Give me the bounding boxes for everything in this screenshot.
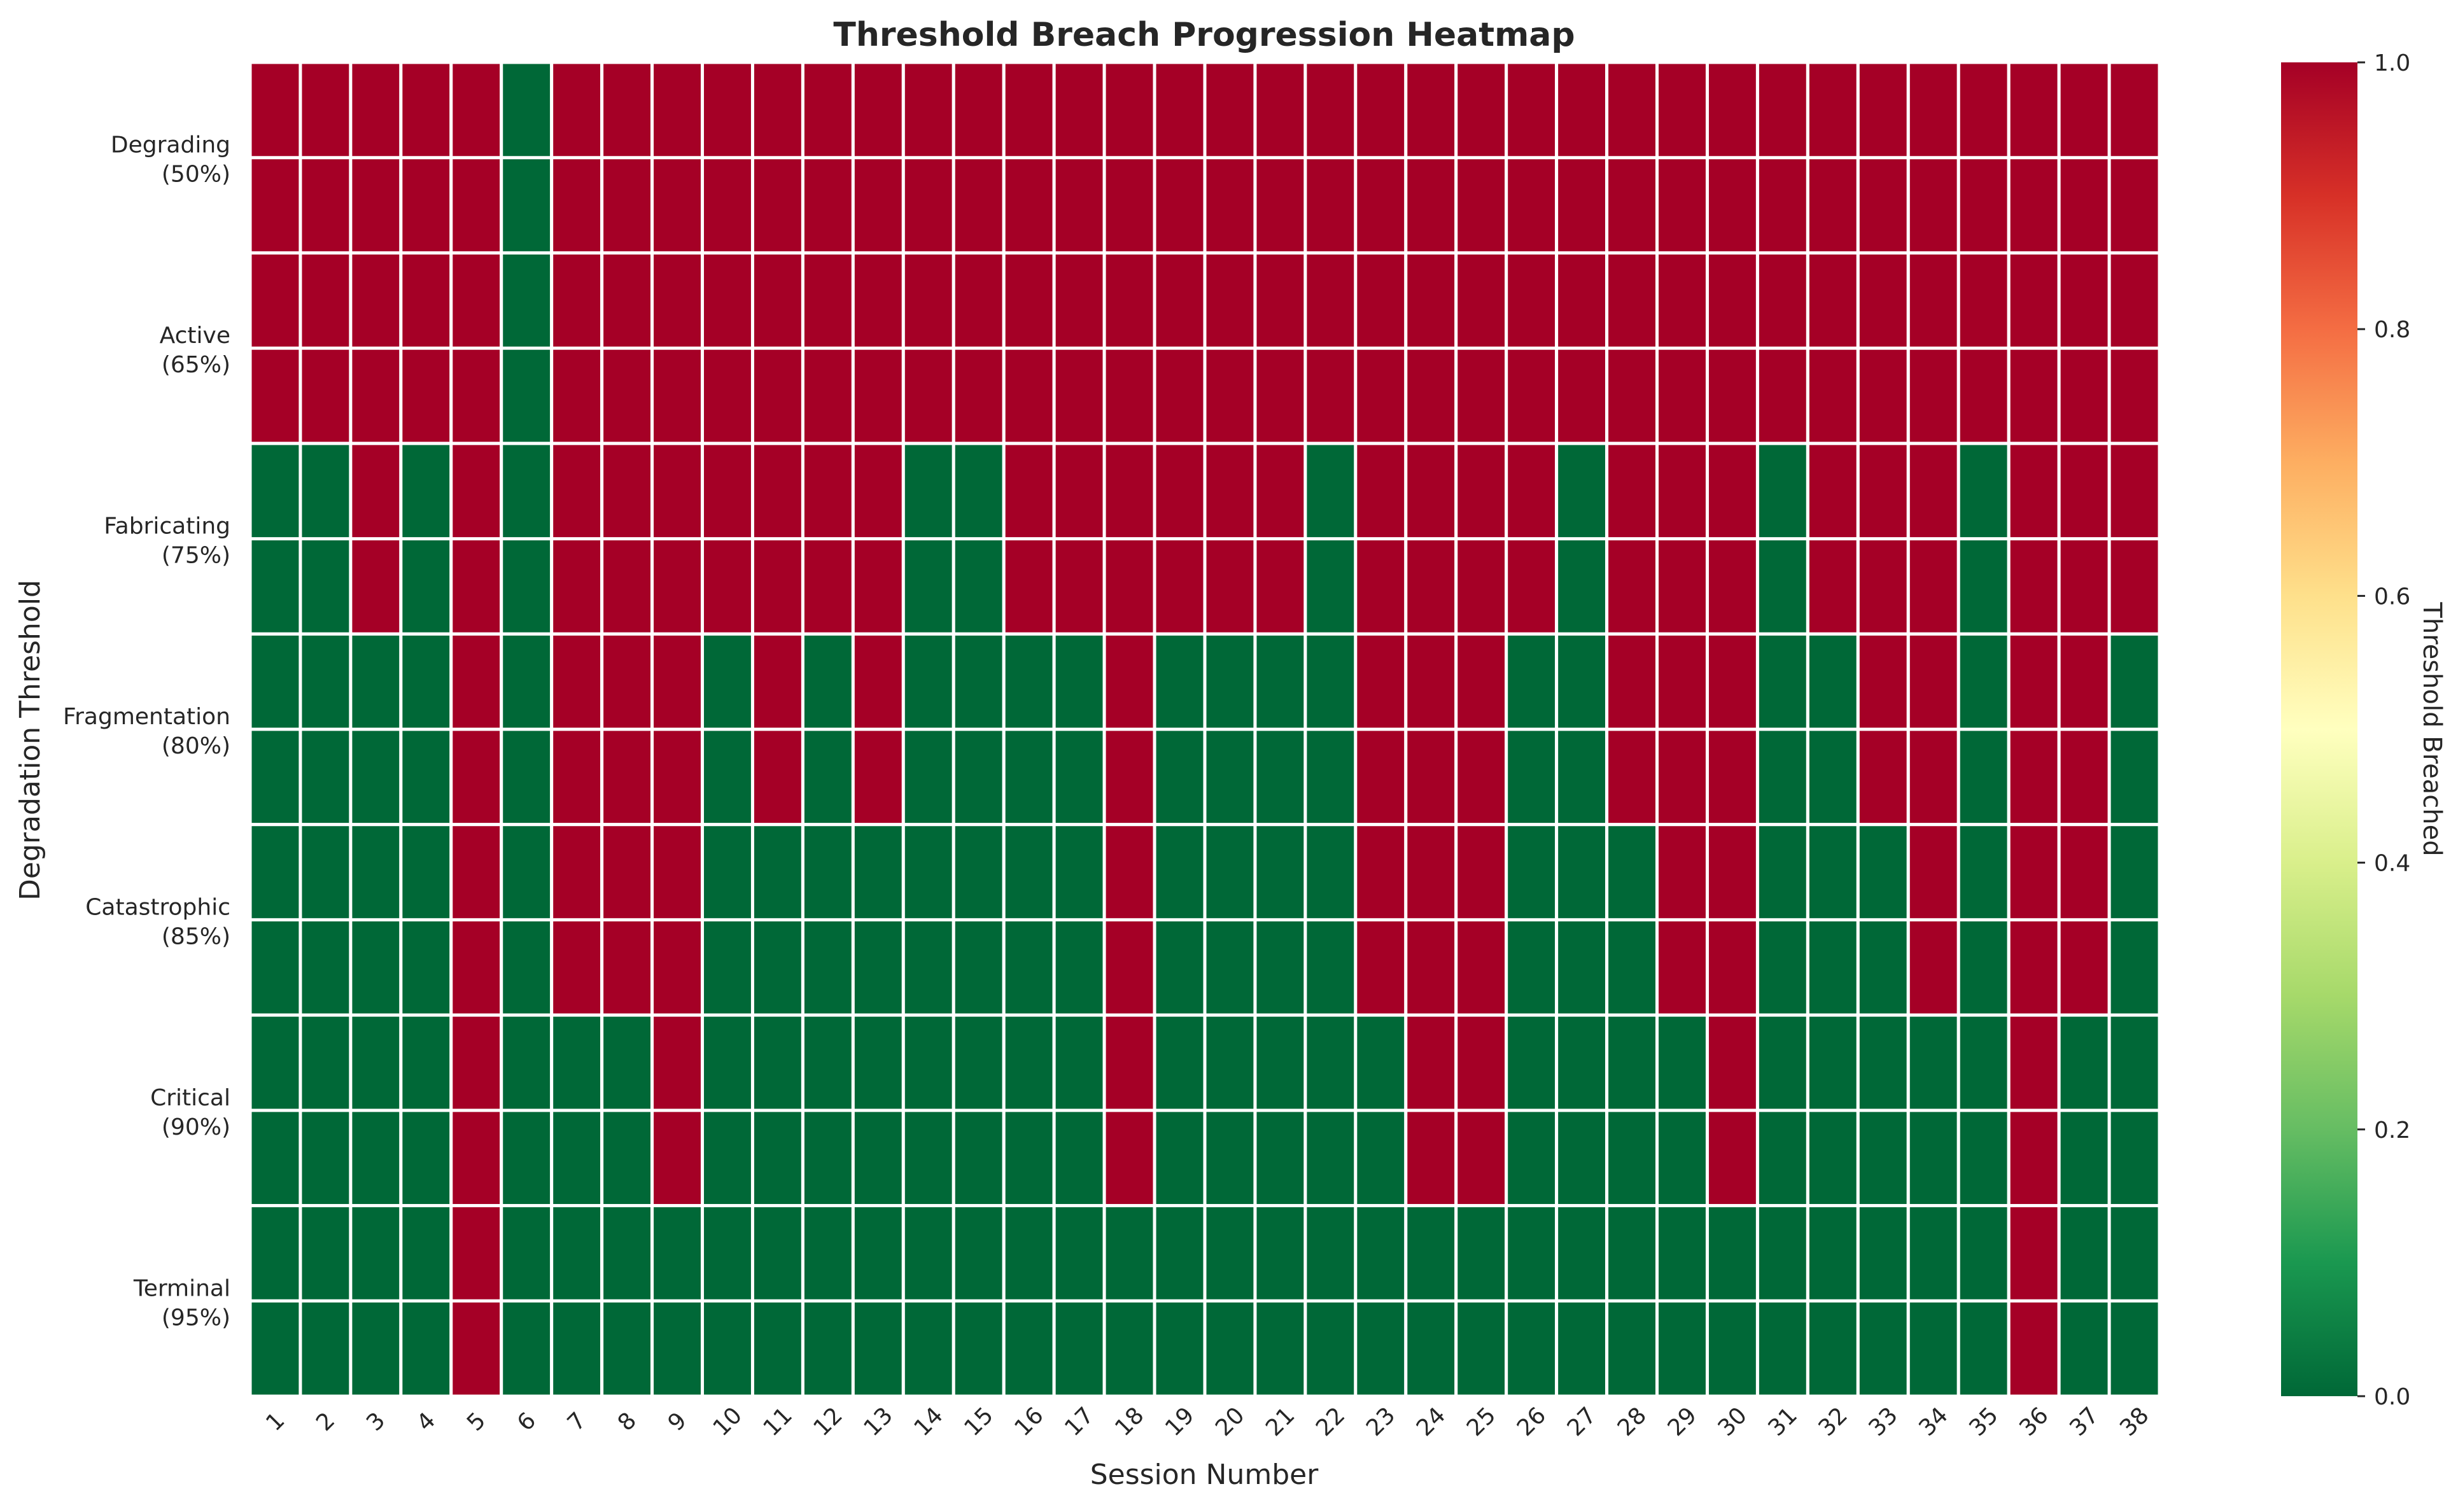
x-tick-label: 3	[362, 1408, 390, 1436]
x-tick-label: 11	[759, 1403, 797, 1441]
x-tick-label: 2	[311, 1408, 340, 1436]
cell-grid-lines	[250, 156, 2160, 1303]
y-tick-label: Terminal (95%)	[133, 1275, 230, 1331]
x-tick-label: 8	[613, 1408, 642, 1436]
x-tick-label: 6	[512, 1408, 541, 1436]
x-tick-label: 18	[1110, 1403, 1149, 1441]
x-tick-label: 16	[1009, 1403, 1048, 1441]
x-tick-labels: 1 2 3 4 5 6 7 8 9 10 11 12 13 14 15 16 17 18 19 20 21 22 23 24 2…	[261, 1403, 2154, 1441]
x-tick-label: 29	[1663, 1403, 1702, 1441]
x-tick-label: 30	[1713, 1403, 1752, 1441]
x-tick-label: 1	[261, 1408, 290, 1436]
x-axis-label: Session Number	[1090, 1459, 1319, 1491]
x-tick-label: 32	[1814, 1403, 1853, 1441]
x-tick-label: 17	[1060, 1403, 1099, 1441]
x-tick-label: 24	[1412, 1403, 1450, 1441]
colorbar-tick-label: 0.0	[2374, 1384, 2410, 1410]
colorbar-tick-label: 1.0	[2374, 50, 2410, 76]
colorbar-tick-label: 0.8	[2374, 317, 2410, 343]
y-axis-label: Degradation Threshold	[14, 580, 46, 900]
y-tick-label: Critical (90%)	[150, 1085, 230, 1140]
x-tick-label: 15	[959, 1403, 998, 1441]
x-tick-label: 20	[1211, 1403, 1249, 1441]
x-tick-label: 21	[1261, 1403, 1300, 1441]
y-tick-labels: Degrading (50%) Active (65%) Fabricating (75%…	[63, 132, 230, 1331]
x-tick-label: 22	[1311, 1403, 1350, 1441]
colorbar-tick-label: 0.2	[2374, 1117, 2410, 1144]
y-tick-label: Fragmentation (80%)	[63, 704, 230, 759]
x-tick-label: 7	[563, 1408, 591, 1436]
colorbar-label: Threshold Breached	[2417, 601, 2447, 856]
x-tick-label: 34	[1914, 1403, 1953, 1441]
x-tick-label: 23	[1361, 1403, 1400, 1441]
colorbar	[2281, 62, 2357, 1396]
colorbar-ticks: 0.0 0.2 0.4 0.6 0.8 1.0	[2357, 50, 2410, 1410]
x-tick-label: 9	[663, 1408, 692, 1436]
x-tick-label: 31	[1764, 1403, 1802, 1441]
x-tick-label: 10	[708, 1403, 747, 1441]
x-tick-label: 27	[1563, 1403, 1601, 1441]
y-tick-label: Catastrophic (85%)	[85, 894, 230, 949]
x-tick-label: 14	[909, 1403, 948, 1441]
x-tick-label: 35	[1964, 1403, 2003, 1441]
x-tick-label: 4	[412, 1408, 440, 1436]
y-tick-label: Fabricating (75%)	[104, 514, 230, 569]
y-tick-label: Degrading (50%)	[111, 132, 230, 188]
x-tick-label: 5	[462, 1408, 491, 1436]
x-tick-label: 28	[1613, 1403, 1652, 1441]
colorbar-tick-label: 0.6	[2374, 584, 2410, 610]
x-tick-label: 13	[859, 1403, 898, 1441]
x-tick-label: 36	[2014, 1403, 2053, 1441]
x-tick-label: 33	[1864, 1403, 1902, 1441]
x-tick-label: 25	[1462, 1403, 1501, 1441]
colorbar-tick-label: 0.4	[2374, 851, 2410, 877]
x-tick-label: 12	[809, 1403, 848, 1441]
chart-title: Threshold Breach Progression Heatmap	[833, 16, 1575, 54]
x-tick-label: 26	[1512, 1403, 1551, 1441]
x-tick-label: 38	[2115, 1403, 2154, 1441]
y-tick-label: Active (65%)	[160, 323, 230, 378]
x-tick-label: 19	[1160, 1403, 1199, 1441]
x-tick-label: 37	[2065, 1403, 2103, 1441]
